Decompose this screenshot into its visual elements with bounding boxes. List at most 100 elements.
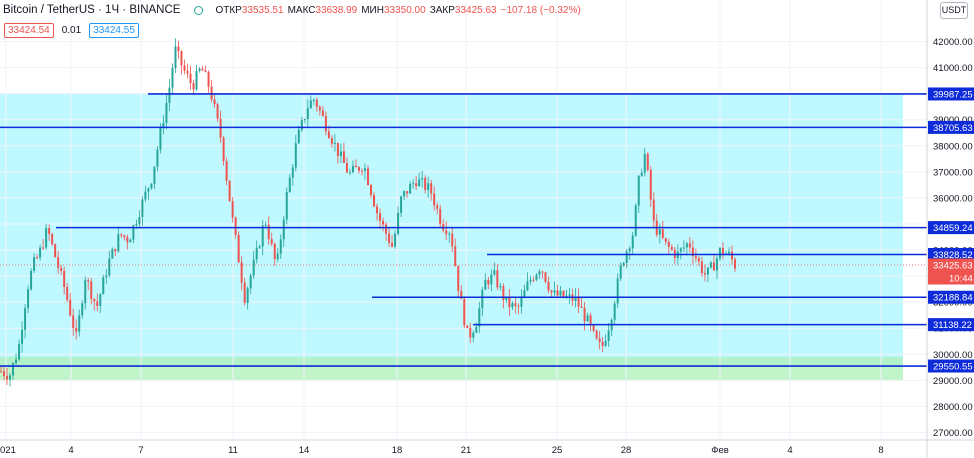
candle-body — [664, 237, 667, 242]
candle-body — [363, 168, 366, 171]
candle-body — [282, 219, 285, 240]
candle-body — [141, 199, 144, 218]
candle-body — [496, 270, 499, 288]
candle-body — [222, 137, 225, 162]
candle-body — [288, 177, 291, 193]
candle-body — [333, 142, 336, 144]
last-price-tag — [928, 258, 974, 285]
candle-body — [324, 115, 327, 132]
candle-body — [658, 229, 661, 235]
candle-body — [279, 239, 282, 254]
candle-body — [153, 166, 156, 184]
candle-body — [231, 201, 234, 218]
candle-body — [273, 243, 276, 260]
buy-button[interactable]: 33424.55 — [89, 23, 139, 38]
symbol-title[interactable]: Bitcoin / TetherUS · 1Ч · BINANCE — [3, 4, 181, 16]
candle-body — [691, 247, 694, 257]
candle-body — [670, 246, 673, 250]
candle-body — [484, 279, 487, 290]
level-price-label: 38705.63 — [933, 123, 973, 134]
candle-body — [403, 191, 406, 197]
x-tick-label: 4 — [68, 445, 73, 456]
candle-body — [252, 259, 255, 276]
candle-body — [517, 305, 520, 307]
close-value: 33425.63 — [454, 4, 497, 16]
candle-body — [499, 286, 502, 288]
candle-body — [631, 235, 634, 249]
candle-body — [225, 161, 228, 181]
candle-body — [511, 303, 514, 307]
candle-body — [661, 229, 664, 238]
candle-body — [0, 371, 2, 373]
candle-body — [336, 142, 339, 157]
candle-body — [649, 169, 652, 200]
candle-body — [682, 247, 685, 249]
y-tick-label: 27000.00 — [933, 428, 973, 439]
candle-body — [51, 233, 54, 245]
x-tick-label: Фев — [711, 445, 729, 456]
candle-body — [192, 83, 195, 90]
candle-body — [397, 212, 400, 234]
zone-support-range — [0, 356, 903, 381]
candle-body — [138, 217, 141, 224]
y-tick-label: 41000.00 — [933, 63, 973, 74]
candle-body — [409, 183, 412, 194]
x-tick-label: 7 — [138, 445, 143, 456]
level-price-tag — [928, 221, 974, 235]
sell-button[interactable]: 33424.54 — [4, 23, 54, 38]
candle-body — [96, 301, 99, 306]
candle-body — [625, 251, 628, 264]
candle-body — [400, 196, 403, 213]
candle-body — [721, 247, 724, 255]
candle-body — [592, 325, 595, 331]
candle-body — [27, 289, 30, 309]
candle-body — [171, 67, 174, 88]
candle-body — [706, 267, 709, 275]
candle-body — [117, 234, 120, 252]
candle-body — [297, 129, 300, 144]
candle-body — [472, 332, 475, 338]
candle-body — [45, 228, 48, 248]
candle-body — [388, 233, 391, 243]
candle-body — [490, 274, 493, 285]
candle-body — [66, 286, 69, 300]
candle-body — [144, 191, 147, 200]
candle-body — [565, 295, 568, 298]
low-value: 33350.00 — [383, 4, 426, 16]
candle-body — [69, 299, 72, 316]
candle-body — [622, 263, 625, 266]
candle-body — [78, 315, 81, 332]
candle-body — [436, 205, 439, 209]
candle-body — [520, 296, 523, 307]
candle-body — [406, 191, 409, 194]
x-tick-label: 021 — [0, 445, 16, 456]
y-tick-label: 36000.00 — [933, 193, 973, 204]
level-price-tag — [928, 87, 974, 101]
candle-body — [382, 220, 385, 225]
candle-body — [541, 271, 544, 273]
candle-body — [508, 296, 511, 307]
candle-body — [132, 225, 135, 240]
currency-button[interactable]: USDT — [940, 2, 968, 19]
candle-body — [730, 251, 733, 260]
candle-body — [267, 224, 270, 240]
candle-body — [3, 371, 6, 376]
candle-body — [255, 247, 258, 260]
candle-body — [553, 290, 556, 293]
candle-body — [589, 315, 592, 326]
level-price-label: 34859.24 — [933, 223, 973, 234]
candle-body — [84, 280, 87, 304]
candle-body — [445, 230, 448, 235]
candle-body — [177, 46, 180, 52]
candle-body — [216, 104, 219, 119]
candle-body — [463, 299, 466, 326]
level-price-label: 33828.52 — [933, 250, 973, 261]
candle-body — [93, 298, 96, 302]
candle-body — [688, 243, 691, 248]
candle-body — [613, 303, 616, 320]
candle-body — [6, 375, 9, 380]
candle-body — [391, 242, 394, 247]
candle-body — [147, 188, 150, 192]
candle-body — [57, 257, 60, 268]
